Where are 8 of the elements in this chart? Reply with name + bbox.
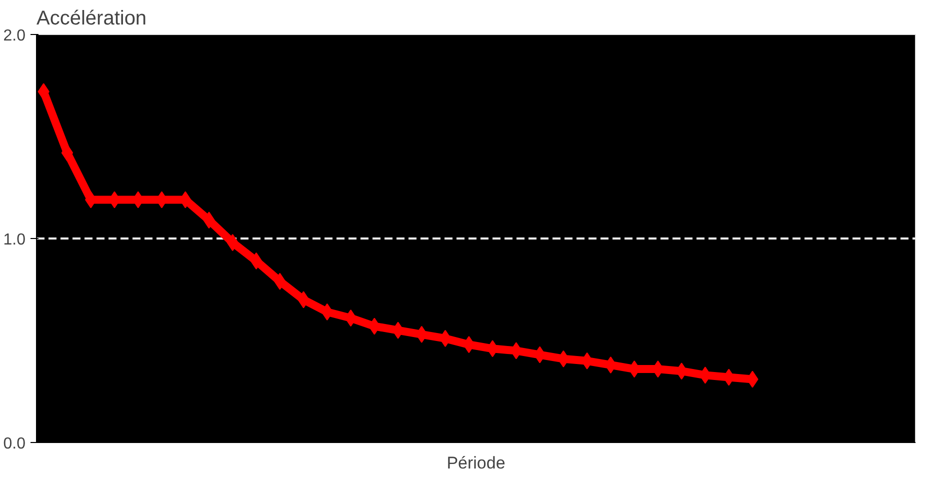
y-tick-label: 0.0 — [3, 436, 26, 452]
chart-title: Accélération — [36, 8, 147, 30]
point — [61, 144, 74, 162]
point — [250, 252, 262, 270]
y-tick-label: 1.0 — [3, 232, 26, 248]
point — [344, 310, 357, 327]
y-tick-label: 2.0 — [3, 28, 26, 44]
x-axis-title: Période — [446, 454, 506, 472]
